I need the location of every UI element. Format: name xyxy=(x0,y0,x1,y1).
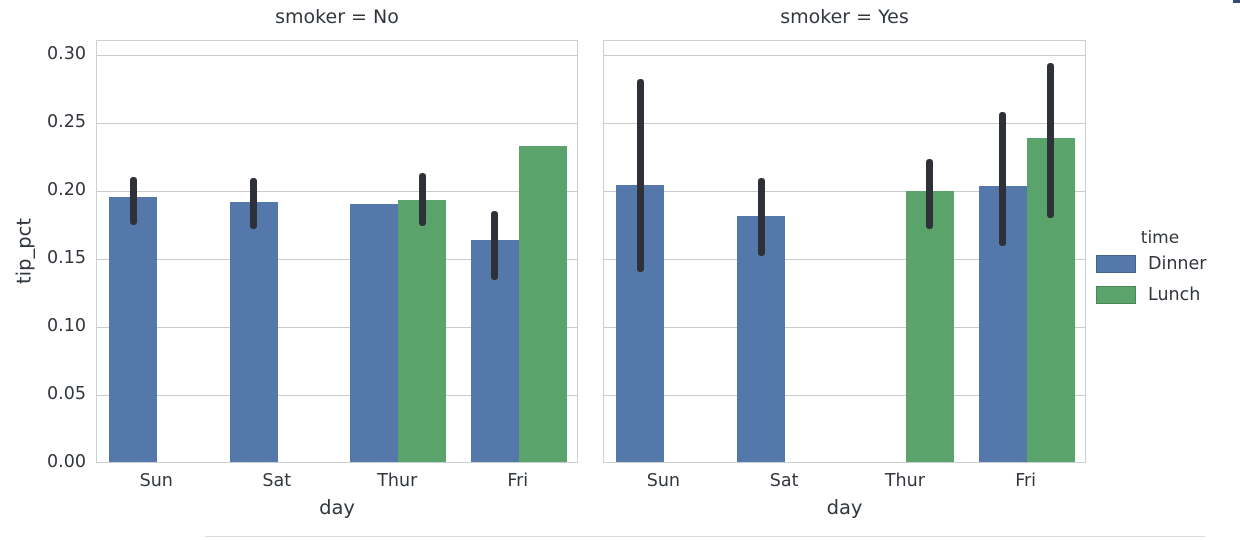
gridline xyxy=(97,191,577,193)
legend-swatch-dinner xyxy=(1096,255,1136,273)
plot-panel xyxy=(96,40,578,463)
gridline xyxy=(97,327,577,329)
bar-lunch-fri xyxy=(518,146,567,462)
bar-dinner-sat xyxy=(737,215,786,462)
facet-title: smoker = No xyxy=(275,6,399,28)
gridline xyxy=(604,395,1085,397)
gridline xyxy=(604,55,1085,57)
x-tick-label: Sat xyxy=(262,471,292,491)
gridline xyxy=(604,327,1085,329)
x-tick-label: Sun xyxy=(646,471,681,491)
legend-entry-dinner: Dinner xyxy=(1096,254,1236,274)
gridline xyxy=(97,395,577,397)
y-tick-label: 0.25 xyxy=(47,111,86,132)
gridline xyxy=(97,123,577,125)
plot-panel xyxy=(603,40,1086,463)
x-axis-label: day xyxy=(319,496,355,519)
error-bar-dinner-sat xyxy=(250,178,258,229)
window-corner-artifact xyxy=(1233,0,1240,3)
window-edge-artifact xyxy=(205,536,1205,537)
x-axis-label: day xyxy=(826,496,863,519)
legend-entries: Dinner Lunch xyxy=(1096,254,1236,305)
legend-label: Lunch xyxy=(1148,285,1201,305)
gridline xyxy=(97,55,577,57)
gridline xyxy=(604,191,1085,193)
y-tick-label: 0.10 xyxy=(47,315,86,336)
error-bar-lunch-thur xyxy=(418,172,426,226)
bar-dinner-thur xyxy=(350,203,399,462)
gridline xyxy=(604,259,1085,261)
error-bar-lunch-fri xyxy=(1047,62,1055,218)
legend-swatch-lunch xyxy=(1096,286,1136,304)
x-tick-label: Thur xyxy=(377,471,418,491)
gridline xyxy=(604,123,1085,125)
y-tick-label: 0.15 xyxy=(47,247,86,268)
x-tick-label: Sun xyxy=(139,471,173,491)
bar-lunch-thur xyxy=(905,191,954,462)
x-tick-label: Fri xyxy=(1015,471,1037,491)
x-tick-label: Thur xyxy=(884,471,925,491)
facet-title: smoker = Yes xyxy=(780,6,909,28)
bar-dinner-sun xyxy=(109,196,158,462)
error-bar-dinner-fri xyxy=(999,111,1007,247)
error-bar-dinner-sun xyxy=(129,177,137,225)
error-bar-dinner-fri xyxy=(491,211,499,281)
error-bar-dinner-sun xyxy=(636,79,644,273)
error-bar-dinner-sat xyxy=(757,178,765,256)
legend: time Dinner Lunch xyxy=(1096,228,1236,316)
y-tick-label: 0.00 xyxy=(47,452,86,472)
bar-dinner-sat xyxy=(229,202,278,462)
legend-title: time xyxy=(1140,228,1180,248)
y-tick-label: 0.30 xyxy=(47,43,86,64)
gridline xyxy=(97,259,577,261)
x-tick-label: Sat xyxy=(769,471,799,491)
legend-entry-lunch: Lunch xyxy=(1096,285,1236,305)
y-tick-label: 0.05 xyxy=(47,383,86,404)
x-tick-label: Fri xyxy=(507,471,529,491)
y-tick-label: 0.20 xyxy=(47,179,86,200)
bar-lunch-thur xyxy=(398,199,447,462)
legend-label: Dinner xyxy=(1148,254,1207,274)
error-bar-lunch-thur xyxy=(926,159,934,229)
